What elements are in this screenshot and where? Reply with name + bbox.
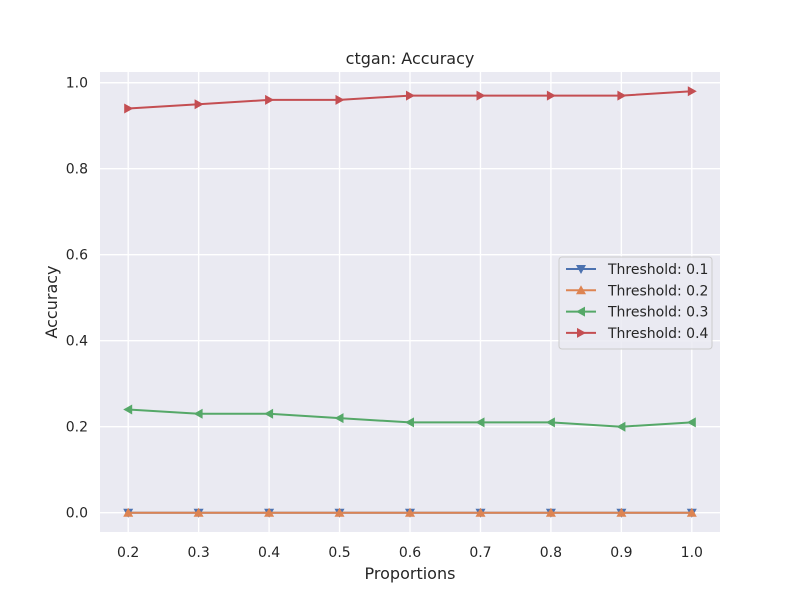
data-point: [334, 413, 344, 424]
data-point: [616, 421, 626, 432]
y-tick-labels: 0.0 0.2 0.4 0.6 0.8 1.0: [66, 76, 88, 522]
y-tick-label: 0.2: [66, 420, 88, 436]
data-point: [123, 404, 133, 415]
y-tick-label: 0.4: [66, 334, 88, 350]
data-point: [545, 507, 556, 517]
legend-label: Threshold: 0.4: [607, 326, 709, 342]
data-point: [193, 507, 204, 517]
legend-item: Threshold: 0.1: [566, 262, 708, 278]
legend-item: Threshold: 0.4: [566, 326, 709, 342]
data-point: [334, 507, 345, 517]
data-point: [123, 507, 134, 517]
data-point: [546, 90, 556, 101]
x-tick-label: 0.8: [540, 545, 562, 561]
x-tick-label: 0.5: [328, 545, 350, 561]
data-point: [265, 94, 275, 105]
legend-label: Threshold: 0.3: [607, 305, 708, 321]
x-axis-title: Proportions: [365, 564, 456, 583]
x-tick-label: 0.7: [469, 545, 491, 561]
data-point: [124, 103, 134, 114]
data-point: [475, 507, 486, 517]
data-point: [686, 417, 696, 428]
x-tick-label: 0.2: [117, 545, 139, 561]
legend-marker: [576, 285, 586, 295]
series-layer: [123, 86, 697, 518]
legend-marker: [577, 327, 586, 338]
data-point: [475, 417, 485, 428]
legend-box: [558, 256, 713, 350]
series-threshold-0-2: [123, 507, 697, 517]
legend-marker: [576, 265, 586, 274]
y-tick-label: 0.0: [66, 506, 88, 522]
data-point: [616, 507, 627, 517]
y-tick-label: 0.6: [66, 248, 88, 264]
x-tick-labels: 0.2 0.3 0.4 0.5 0.6 0.7 0.8 0.9 1.0: [117, 545, 703, 561]
x-tick-label: 0.3: [188, 545, 210, 561]
data-point: [193, 408, 203, 419]
data-point: [476, 90, 486, 101]
chart-title: ctgan: Accuracy: [346, 49, 475, 68]
data-point: [405, 417, 414, 428]
legend-item: Threshold: 0.3: [566, 305, 708, 321]
x-tick-label: 0.4: [258, 545, 280, 561]
legend: Threshold: 0.1 Threshold: 0.2 Threshold: 0…: [558, 256, 713, 350]
y-tick-label: 0.8: [66, 162, 88, 178]
data-point: [194, 99, 204, 110]
data-point: [687, 86, 697, 97]
data-point: [264, 507, 275, 517]
x-tick-label: 1.0: [681, 545, 703, 561]
data-point: [405, 507, 415, 517]
y-axis-title: Accuracy: [42, 265, 61, 338]
legend-item: Threshold: 0.2: [566, 283, 708, 299]
legend-label: Threshold: 0.2: [607, 283, 708, 299]
data-point: [406, 90, 415, 101]
data-point: [335, 94, 345, 105]
y-tick-label: 1.0: [66, 76, 88, 92]
data-point: [264, 408, 274, 419]
data-point: [545, 417, 555, 428]
series-threshold-0-4: [124, 86, 697, 114]
x-tick-label: 0.6: [399, 545, 421, 561]
x-tick-label: 0.9: [610, 545, 632, 561]
legend-marker: [576, 306, 585, 317]
data-point: [617, 90, 627, 101]
data-point: [686, 507, 697, 517]
series-threshold-0-3: [123, 404, 696, 432]
legend-label: Threshold: 0.1: [607, 262, 708, 278]
